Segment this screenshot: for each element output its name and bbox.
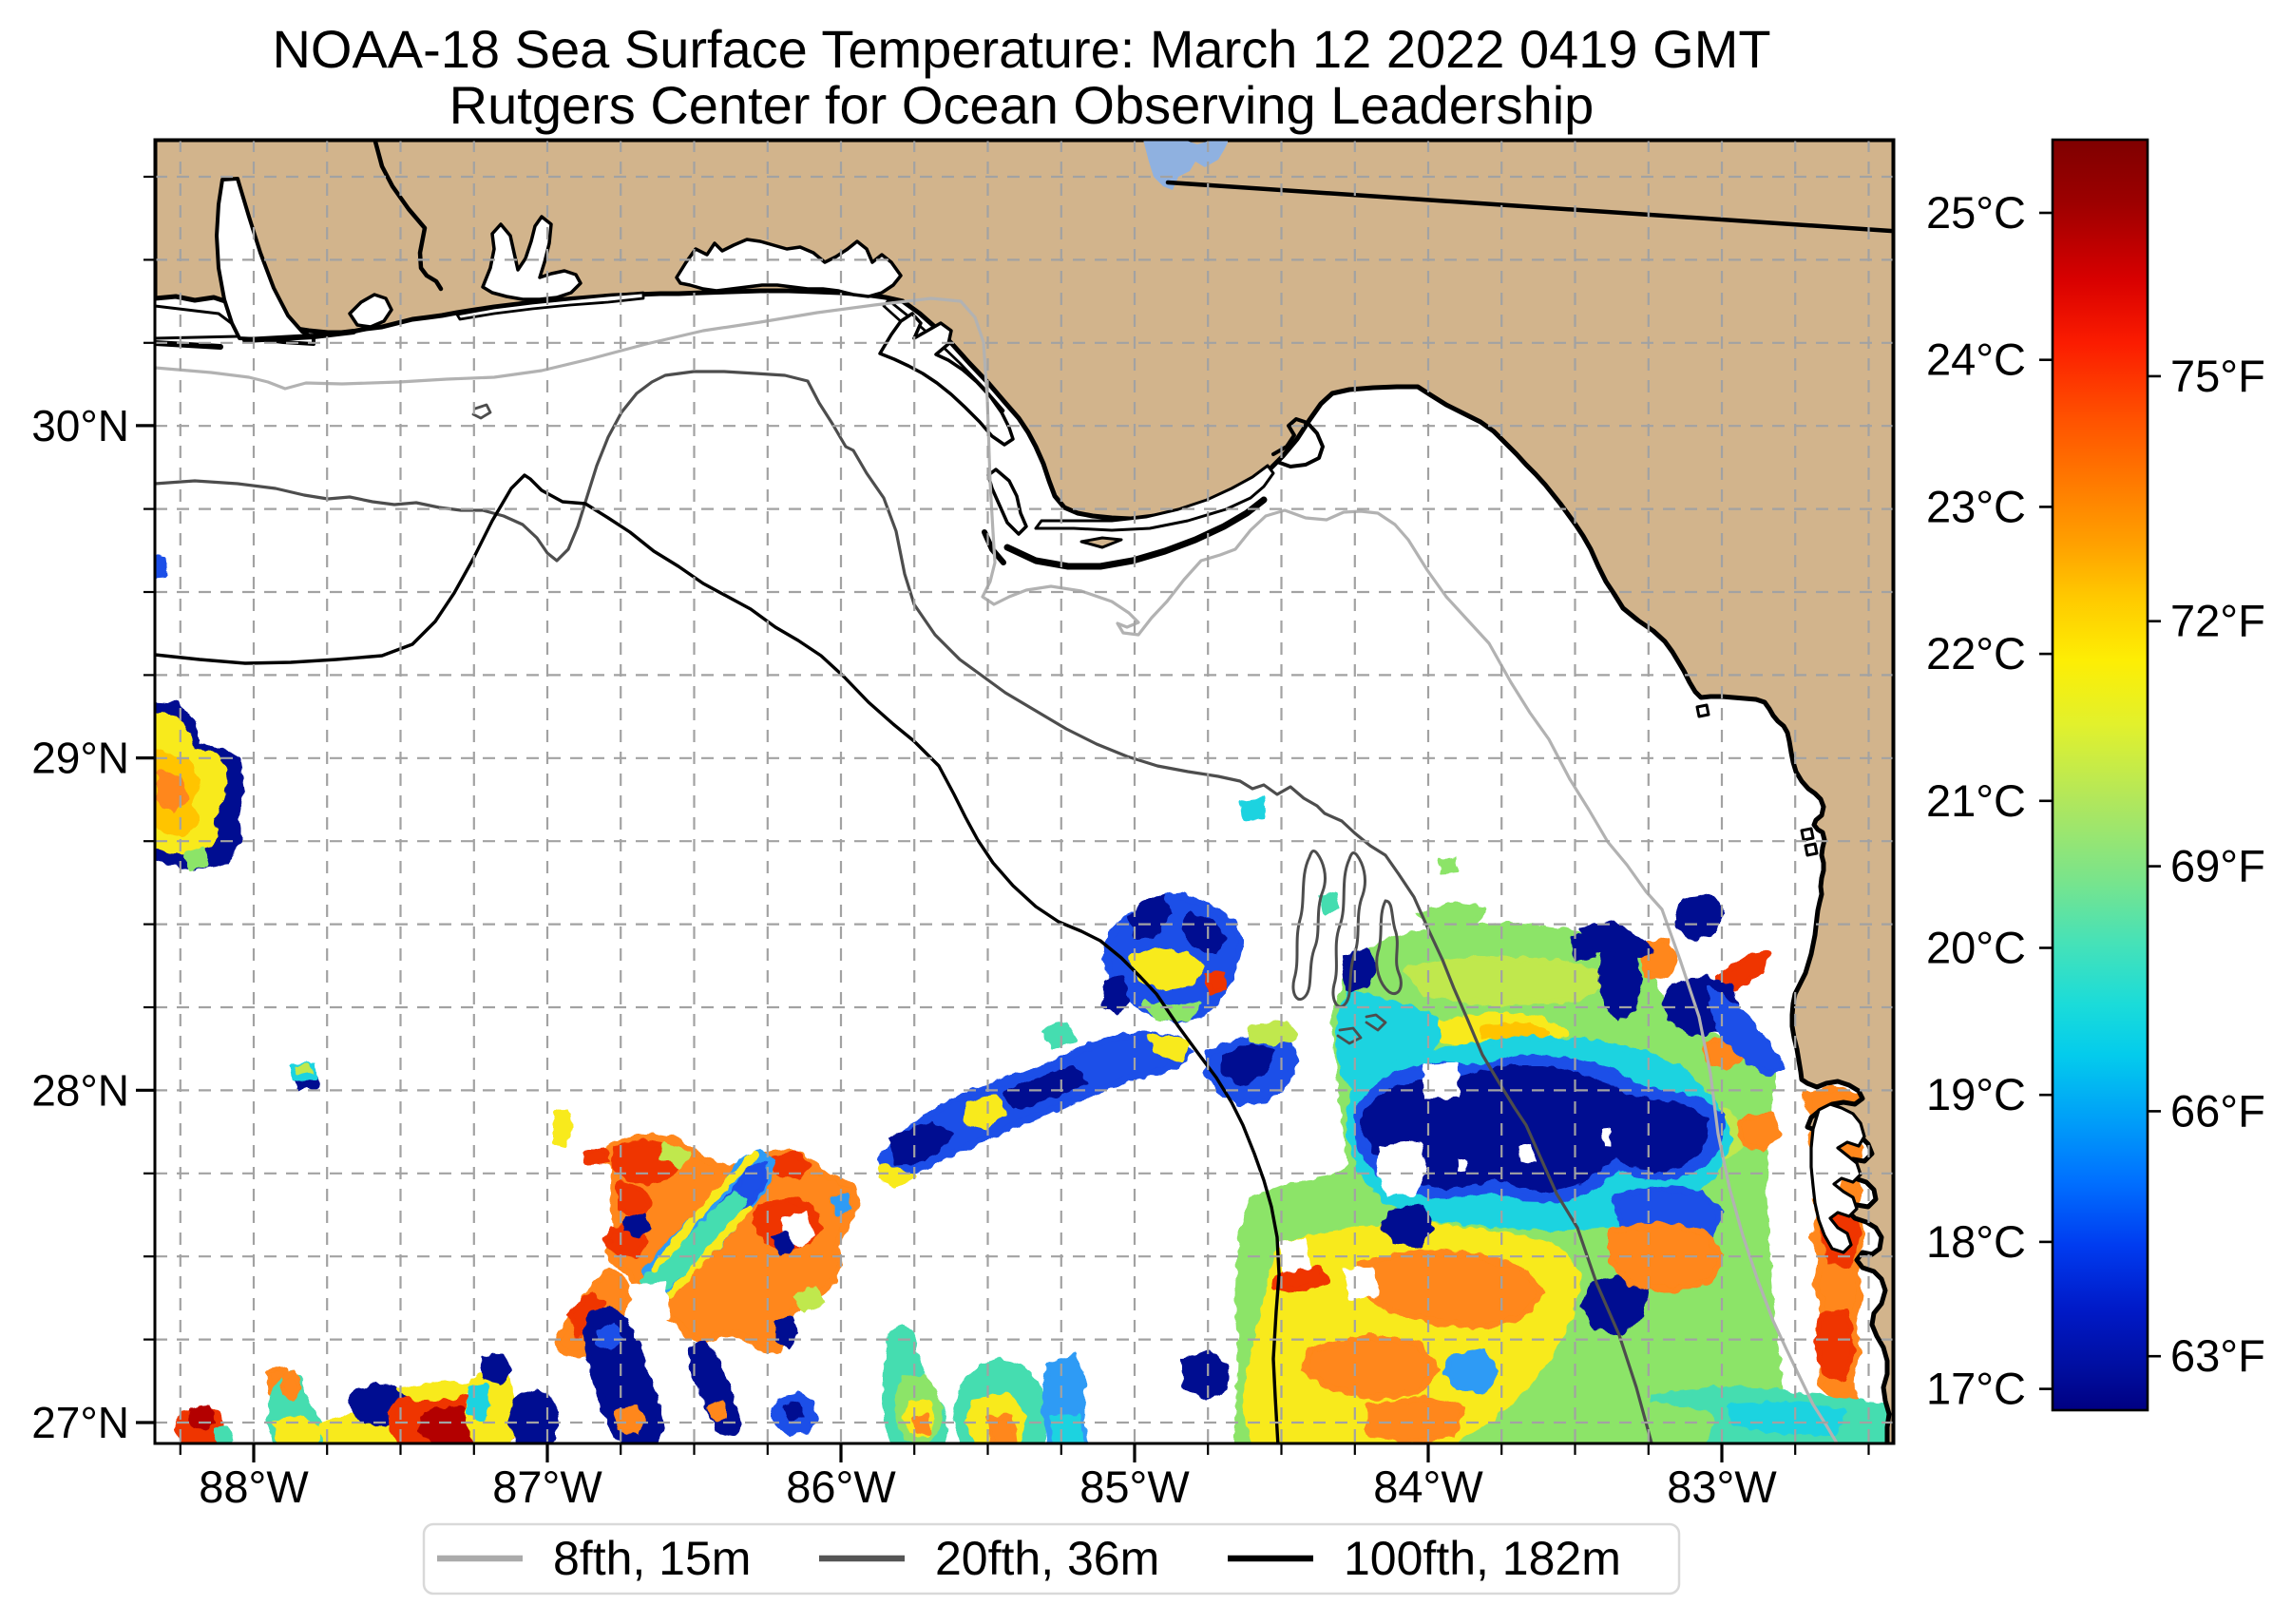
- svg-text:23°C: 23°C: [1926, 481, 2026, 531]
- svg-text:28°N: 28°N: [31, 1065, 129, 1115]
- svg-text:84°W: 84°W: [1373, 1462, 1483, 1512]
- svg-text:21°C: 21°C: [1926, 775, 2026, 826]
- svg-text:25°C: 25°C: [1926, 187, 2026, 238]
- svg-text:19°C: 19°C: [1926, 1069, 2026, 1119]
- svg-text:22°C: 22°C: [1926, 628, 2026, 678]
- svg-text:NOAA-18 Sea Surface Temperatur: NOAA-18 Sea Surface Temperature: March 1…: [272, 19, 1770, 79]
- svg-text:Rutgers Center for Ocean Obser: Rutgers Center for Ocean Observing Leade…: [449, 75, 1595, 135]
- svg-text:69°F: 69°F: [2170, 841, 2265, 891]
- svg-text:72°F: 72°F: [2170, 596, 2265, 646]
- svg-text:18°C: 18°C: [1926, 1216, 2026, 1267]
- svg-text:20fth, 36m: 20fth, 36m: [935, 1532, 1159, 1585]
- svg-text:8fth, 15m: 8fth, 15m: [553, 1532, 751, 1585]
- svg-text:75°F: 75°F: [2170, 351, 2265, 401]
- svg-text:85°W: 85°W: [1079, 1462, 1190, 1512]
- svg-text:100fth, 182m: 100fth, 182m: [1344, 1532, 1621, 1585]
- svg-text:17°C: 17°C: [1926, 1364, 2026, 1414]
- svg-text:63°F: 63°F: [2170, 1330, 2265, 1381]
- svg-text:88°W: 88°W: [199, 1462, 309, 1512]
- svg-text:66°F: 66°F: [2170, 1085, 2265, 1136]
- svg-text:86°W: 86°W: [786, 1462, 896, 1512]
- svg-text:24°C: 24°C: [1926, 334, 2026, 385]
- svg-text:27°N: 27°N: [31, 1398, 129, 1447]
- svg-text:30°N: 30°N: [31, 401, 129, 450]
- svg-text:83°W: 83°W: [1667, 1462, 1777, 1512]
- svg-text:29°N: 29°N: [31, 734, 129, 783]
- svg-text:20°C: 20°C: [1926, 923, 2026, 973]
- svg-text:87°W: 87°W: [492, 1462, 602, 1512]
